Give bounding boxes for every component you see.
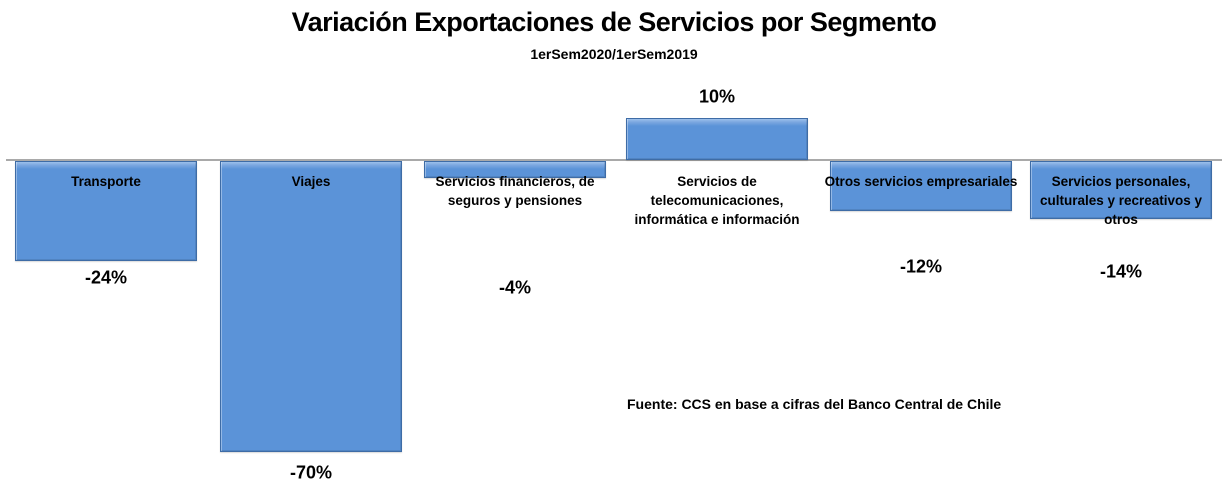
category-label-3: Servicios financieros, de seguros y pens…: [435, 174, 595, 208]
bar-6: [1030, 161, 1212, 219]
chart-title: Variación Exportaciones de Servicios por…: [291, 7, 937, 37]
category-label-6: Servicios personales, culturales y recre…: [1039, 174, 1203, 227]
value-label-6: -14%: [1099, 261, 1143, 282]
value-label-1: -24%: [84, 267, 128, 288]
bar-3: [424, 161, 606, 178]
bar-4: [626, 118, 808, 160]
category-label-4: Servicios de telecomunicaciones, informá…: [634, 174, 800, 227]
source-note: Fuente: CCS en base a cifras del Banco C…: [627, 396, 1002, 412]
bar-5: [830, 161, 1012, 211]
category-label-2: Viajes: [291, 174, 331, 189]
category-label-5: Otros servicios empresariales: [824, 174, 1018, 189]
bar-2: [220, 161, 402, 452]
value-label-4: 10%: [698, 86, 736, 107]
chart-subtitle: 1erSem2020/1erSem2019: [530, 46, 698, 62]
category-label-1: Transporte: [71, 174, 141, 189]
value-label-2: -70%: [289, 462, 333, 483]
bar-1: [15, 161, 197, 261]
value-label-3: -4%: [498, 277, 532, 298]
zero-axis-line: [6, 159, 1222, 161]
value-label-5: -12%: [899, 256, 943, 277]
